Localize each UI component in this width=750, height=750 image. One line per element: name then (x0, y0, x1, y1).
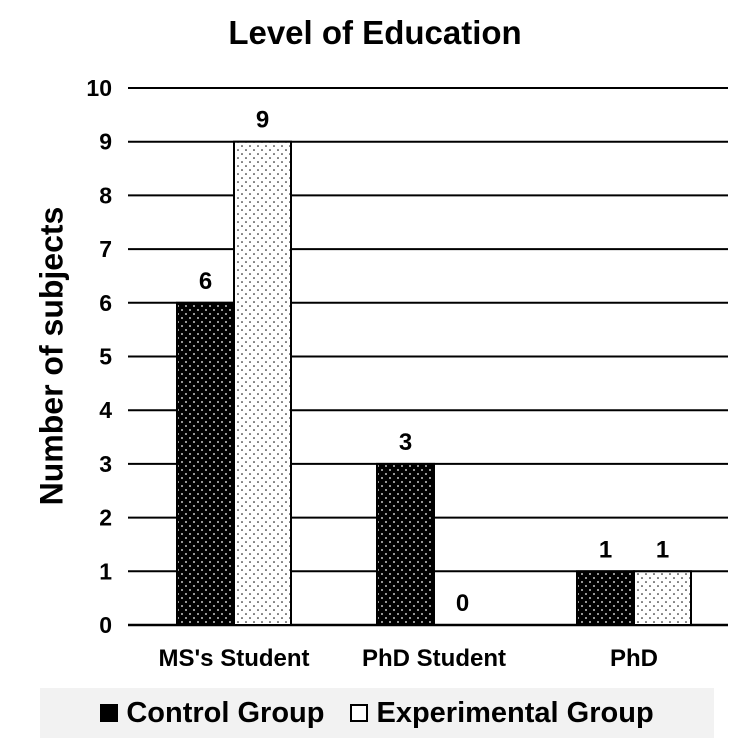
data-label: 9 (256, 107, 269, 134)
bar-experimental (633, 570, 692, 626)
legend-swatch-control (100, 704, 119, 722)
y-tick-label: 1 (99, 558, 112, 584)
x-tick-label: PhD (610, 645, 658, 672)
data-label: 6 (199, 268, 212, 295)
bar-control (576, 570, 635, 626)
data-label: 0 (456, 590, 469, 617)
bar-control (176, 301, 235, 626)
x-tick-label: PhD Student (362, 645, 506, 672)
y-tick-label: 10 (86, 75, 112, 101)
y-tick-label: 5 (99, 344, 112, 370)
y-tick-label: 6 (99, 290, 112, 316)
legend-swatch-experimental (350, 704, 369, 722)
y-tick-label: 0 (99, 612, 112, 638)
bar-control (376, 462, 435, 626)
y-tick-label: 7 (99, 236, 112, 262)
legend-label-control: Control Group (126, 696, 325, 729)
data-label: 1 (599, 536, 612, 563)
legend-item-control: Control Group (100, 697, 324, 730)
legend: Control Group Experimental Group (40, 688, 714, 738)
y-tick-label: 3 (99, 451, 112, 477)
y-tick-label: 2 (99, 505, 112, 531)
y-tick-label: 8 (99, 182, 112, 208)
legend-label-experimental: Experimental Group (376, 696, 654, 729)
y-tick-label: 4 (99, 397, 112, 423)
data-label: 1 (656, 536, 669, 563)
y-tick-label: 9 (99, 129, 112, 155)
chart-title: Level of Education (228, 14, 522, 51)
data-label: 3 (399, 429, 412, 456)
legend-item-experimental: Experimental Group (350, 696, 654, 730)
bar-experimental (233, 140, 292, 626)
x-tick-label: MS's Student (158, 645, 309, 672)
